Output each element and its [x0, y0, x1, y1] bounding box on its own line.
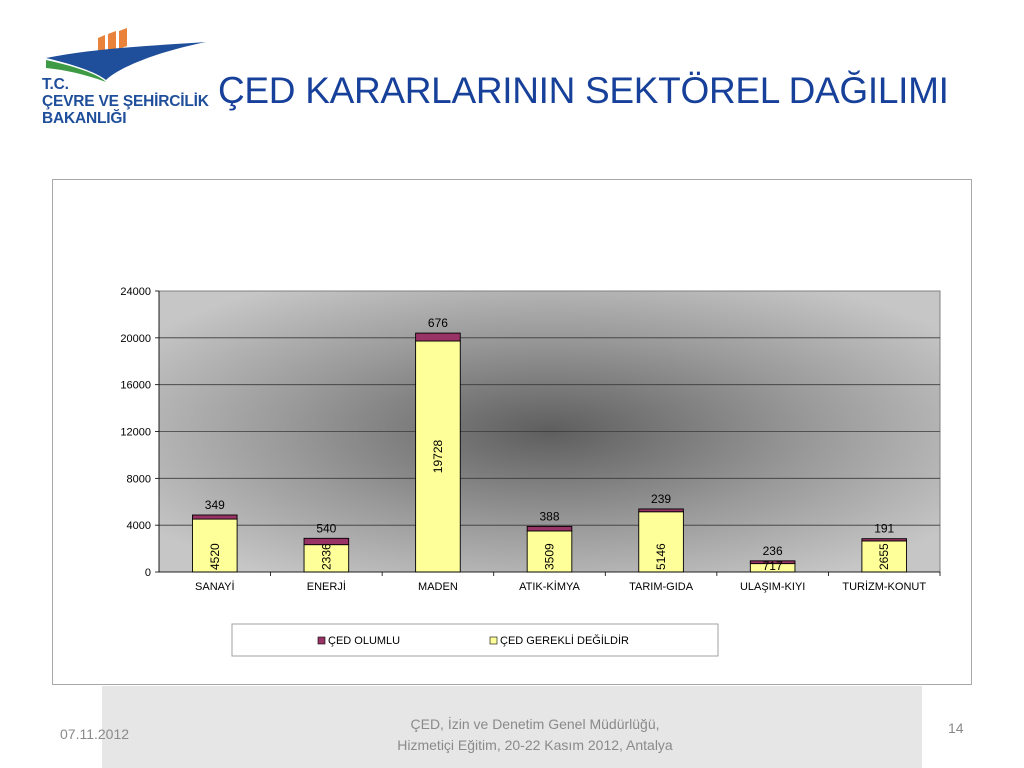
bar-gerekli-degil: [192, 518, 238, 573]
data-label-olumlu: 191: [874, 522, 894, 536]
x-tick-label: SANAYİ: [195, 580, 235, 593]
logo-text-bakanlik: BAKANLIĞI: [42, 110, 127, 127]
footer-line-2: Hizmetiçi Eğitim, 20-22 Kasım 2012, Anta…: [397, 737, 673, 753]
x-tick-label: ATIK-KİMYA: [519, 580, 580, 593]
data-label-olumlu: 676: [428, 316, 448, 330]
y-axis: 0 4000 8000 12000 16000 20000 24000: [120, 286, 160, 579]
footer-line-1: ÇED, İzin ve Denetim Genel Müdürlüğü,: [410, 716, 660, 732]
data-label-gerekli-degil: 717: [763, 559, 783, 573]
legend-box: [231, 623, 719, 657]
bar-olumlu: [192, 514, 238, 520]
bar-chart: 0 4000 8000 12000 16000 20000 24000 4520 349 233…: [120, 286, 941, 657]
footer-date: 07.11.2012: [60, 726, 130, 742]
data-label-olumlu: 540: [316, 521, 336, 535]
data-label-gerekli-degil: 3509: [543, 543, 557, 570]
bar-olumlu: [861, 538, 907, 542]
page-number: 14: [948, 720, 964, 736]
ministry-logo: [46, 28, 206, 82]
bar-olumlu: [749, 560, 796, 565]
data-label-olumlu: 388: [539, 509, 559, 523]
y-tick-label: 4000: [127, 520, 151, 532]
data-label-olumlu: 236: [763, 544, 783, 558]
grid-lines: [159, 337, 940, 526]
data-label-gerekli-degil: 4520: [208, 543, 222, 570]
bars: 4520349233654019728676350938851462397172…: [192, 316, 907, 573]
y-tick-label: 24000: [120, 286, 151, 298]
data-label-olumlu: 239: [651, 492, 671, 506]
bar-gerekli-degil: [638, 511, 684, 573]
data-label-gerekli-degil: 2336: [319, 543, 333, 570]
bar-gerekli-degil: [303, 544, 350, 573]
footer-band: [102, 686, 922, 768]
x-axis: SANAYİ ENERJİ MADEN ATIK-KİMYA TARIM-GIDA ULA…: [159, 571, 941, 593]
y-tick-label: 16000: [120, 380, 151, 392]
page-title: ÇED KARARLARININ SEKTÖREL DAĞILIMI: [218, 70, 949, 111]
x-tick-label: ENERJİ: [307, 580, 346, 593]
legend-swatch-olumlu: [317, 636, 326, 645]
bar-olumlu: [303, 537, 350, 546]
logo-swoosh-blue: [46, 42, 206, 80]
bar-gerekli-degil: [861, 540, 907, 573]
footer-organization: ÇED, İzin ve Denetim Genel Müdürlüğü, Hi…: [300, 714, 770, 756]
bar-gerekli-degil: [415, 340, 461, 573]
y-tick-label: 8000: [127, 473, 151, 485]
bar-olumlu: [415, 332, 461, 342]
logo-text-tc: T.C.: [42, 76, 69, 93]
x-tick-label: MADEN: [418, 581, 458, 593]
logo-swoosh-green: [46, 60, 106, 82]
legend: ÇED OLUMLU ÇED GEREKLİ DEĞİLDİR: [231, 623, 719, 657]
x-tick-label: ULAŞIM-KIYI: [740, 581, 805, 593]
data-label-gerekli-degil: 5146: [654, 543, 668, 570]
y-tick-label: 20000: [120, 333, 151, 345]
bar-olumlu: [526, 525, 573, 532]
y-tick-label: 12000: [120, 427, 151, 439]
logo-text-ministry: ÇEVRE VE ŞEHİRCİLİK: [42, 93, 209, 110]
legend-label-gerekli-degil: ÇED GEREKLİ DEĞİLDİR: [500, 634, 629, 647]
building-icon: [98, 28, 127, 55]
x-tick-label: TURİZM-KONUT: [842, 580, 926, 593]
legend-label-olumlu: ÇED OLUMLU: [328, 635, 400, 647]
data-label-gerekli-degil: 19728: [431, 440, 445, 474]
data-label-gerekli-degil: 2655: [877, 543, 891, 570]
x-tick-label: TARIM-GIDA: [629, 581, 694, 593]
legend-swatch-gerekli-degil: [489, 636, 498, 645]
y-tick-label: 0: [145, 567, 151, 579]
data-label-olumlu: 349: [205, 498, 225, 512]
bar-olumlu: [638, 508, 684, 513]
